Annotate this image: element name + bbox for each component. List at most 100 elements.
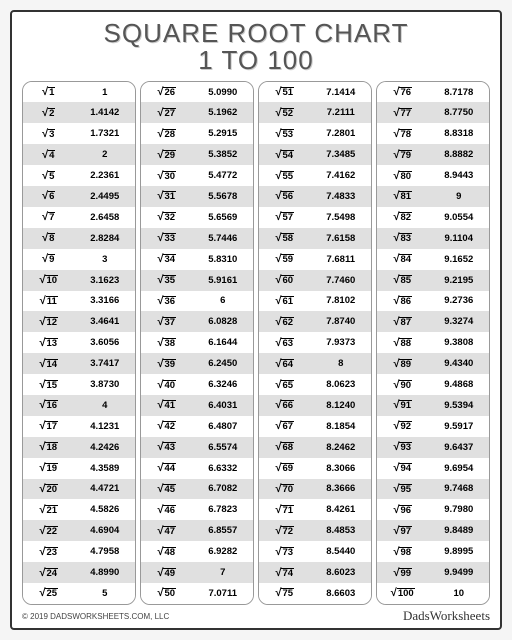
sqrt-value: 4.5826 — [75, 504, 135, 515]
sqrt-expression: √84 — [377, 253, 429, 265]
sqrt-expression: √19 — [23, 462, 75, 474]
sqrt-value: 5.3852 — [193, 149, 253, 160]
sqrt-value: 4.6904 — [75, 525, 135, 536]
table-row: √62.4495 — [23, 186, 135, 207]
sqrt-value: 8.0623 — [311, 379, 371, 390]
table-row: √466.7823 — [141, 499, 253, 520]
sqrt-value: 5.8310 — [193, 254, 253, 265]
table-row: √82.8284 — [23, 228, 135, 249]
table-row: √909.4868 — [377, 374, 489, 395]
sqrt-expression: √13 — [23, 337, 75, 349]
chart-column: √265.0990√275.1962√285.2915√295.3852√305… — [140, 81, 254, 605]
sqrt-value: 2.2361 — [75, 170, 135, 181]
sqrt-expression: √35 — [141, 274, 193, 286]
sqrt-value: 8.1240 — [311, 400, 371, 411]
sqrt-expression: √16 — [23, 399, 75, 411]
table-row: √476.8557 — [141, 520, 253, 541]
sqrt-expression: √92 — [377, 420, 429, 432]
table-row: √42 — [23, 144, 135, 165]
sqrt-expression: √15 — [23, 379, 75, 391]
table-row: √194.3589 — [23, 458, 135, 479]
sqrt-expression: √67 — [259, 420, 311, 432]
sqrt-expression: √81 — [377, 190, 429, 202]
sqrt-value: 7.2111 — [311, 107, 371, 118]
sqrt-value: 1 — [75, 87, 135, 98]
sqrt-expression: √10 — [23, 274, 75, 286]
sqrt-expression: √95 — [377, 483, 429, 495]
sqrt-value: 3 — [75, 254, 135, 265]
sqrt-value: 4.7958 — [75, 546, 135, 557]
sqrt-value: 9.8489 — [429, 525, 489, 536]
table-row: √728.4853 — [259, 520, 371, 541]
page-title: SQUARE ROOT CHART 1 TO 100 — [22, 20, 490, 75]
sqrt-expression: √2 — [23, 107, 75, 119]
sqrt-value: 5 — [75, 588, 135, 599]
table-row: √275.1962 — [141, 102, 253, 123]
sqrt-expression: √17 — [23, 420, 75, 432]
sqrt-expression: √93 — [377, 441, 429, 453]
sqrt-value: 9.5394 — [429, 400, 489, 411]
sqrt-value: 9.0554 — [429, 212, 489, 223]
sqrt-expression: √33 — [141, 232, 193, 244]
table-row: √446.6332 — [141, 458, 253, 479]
table-row: √174.1231 — [23, 416, 135, 437]
table-row: √627.8740 — [259, 311, 371, 332]
table-row: √426.4807 — [141, 416, 253, 437]
table-row: √133.6056 — [23, 332, 135, 353]
sqrt-value: 3.3166 — [75, 295, 135, 306]
sqrt-value: 7.3485 — [311, 149, 371, 160]
sqrt-value: 3.4641 — [75, 316, 135, 327]
sqrt-value: 4.2426 — [75, 442, 135, 453]
sqrt-expression: √100 — [377, 587, 429, 599]
table-row: √143.7417 — [23, 353, 135, 374]
sqrt-expression: √89 — [377, 358, 429, 370]
table-row: √547.3485 — [259, 144, 371, 165]
table-row: √386.1644 — [141, 332, 253, 353]
table-row: √698.3066 — [259, 458, 371, 479]
sqrt-value: 9.7468 — [429, 483, 489, 494]
sqrt-value: 6.6332 — [193, 463, 253, 474]
sqrt-value: 5.0990 — [193, 87, 253, 98]
title-line-1: SQUARE ROOT CHART — [22, 20, 490, 47]
sqrt-expression: √53 — [259, 128, 311, 140]
sqrt-expression: √96 — [377, 504, 429, 516]
sqrt-expression: √98 — [377, 546, 429, 558]
sqrt-expression: √6 — [23, 190, 75, 202]
sqrt-expression: √3 — [23, 128, 75, 140]
sqrt-expression: √57 — [259, 211, 311, 223]
sqrt-expression: √63 — [259, 337, 311, 349]
sqrt-value: 9.6954 — [429, 463, 489, 474]
sqrt-expression: √8 — [23, 232, 75, 244]
sqrt-value: 9.8995 — [429, 546, 489, 557]
table-row: √285.2915 — [141, 123, 253, 144]
sqrt-expression: √50 — [141, 587, 193, 599]
table-row: √305.4772 — [141, 165, 253, 186]
sqrt-value: 10 — [429, 588, 489, 599]
table-row: √486.9282 — [141, 541, 253, 562]
sqrt-value: 8.7178 — [429, 87, 489, 98]
table-row: √103.1623 — [23, 270, 135, 291]
table-row: √617.8102 — [259, 291, 371, 312]
sqrt-expression: √56 — [259, 190, 311, 202]
sqrt-value: 6.3246 — [193, 379, 253, 390]
table-row: √72.6458 — [23, 207, 135, 228]
sqrt-expression: √60 — [259, 274, 311, 286]
table-row: √778.7750 — [377, 102, 489, 123]
table-row: √31.7321 — [23, 123, 135, 144]
sqrt-expression: √38 — [141, 337, 193, 349]
sqrt-value: 7.8740 — [311, 316, 371, 327]
table-row: √204.4721 — [23, 479, 135, 500]
sqrt-value: 7.4833 — [311, 191, 371, 202]
table-row: √688.2462 — [259, 437, 371, 458]
sqrt-value: 4.3589 — [75, 463, 135, 474]
sqrt-expression: √94 — [377, 462, 429, 474]
sqrt-expression: √72 — [259, 525, 311, 537]
sqrt-value: 6.8557 — [193, 525, 253, 536]
sqrt-expression: √41 — [141, 399, 193, 411]
sqrt-expression: √51 — [259, 86, 311, 98]
table-row: √557.4162 — [259, 165, 371, 186]
sqrt-value: 4.1231 — [75, 421, 135, 432]
sqrt-value: 8.8318 — [429, 128, 489, 139]
sqrt-expression: √32 — [141, 211, 193, 223]
table-row: √456.7082 — [141, 479, 253, 500]
